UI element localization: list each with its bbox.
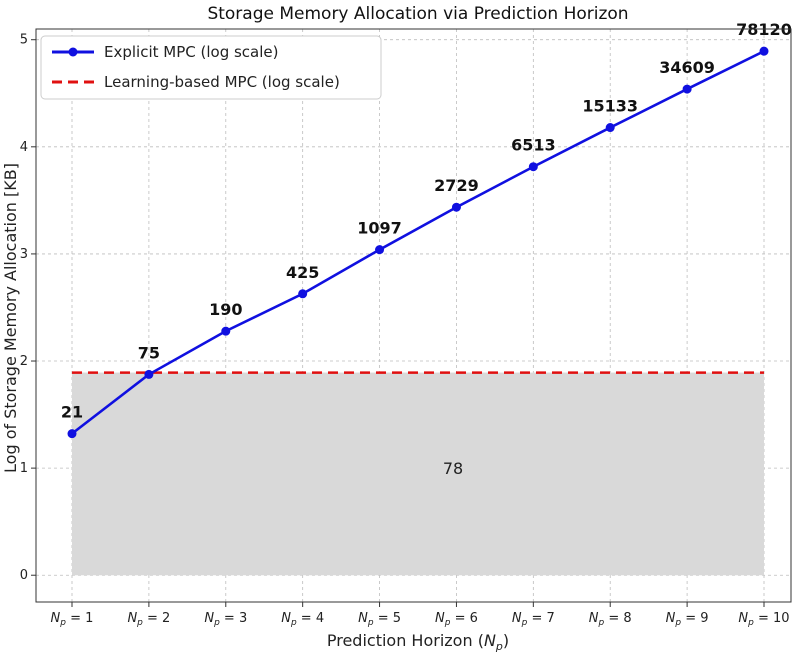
x-tick-label: Np = 2 xyxy=(127,611,170,628)
explicit-mpc-data-label: 75 xyxy=(138,343,160,362)
explicit-mpc-data-label: 1097 xyxy=(357,219,402,238)
learning-based-region-label: 78 xyxy=(443,459,463,478)
x-tick-label: Np = 8 xyxy=(589,611,632,628)
explicit-mpc-data-label: 34609 xyxy=(659,58,715,77)
x-tick-label: Np = 1 xyxy=(51,611,94,628)
explicit-mpc-point xyxy=(375,245,385,255)
explicit-mpc-point xyxy=(144,369,154,379)
legend-explicit-marker xyxy=(68,47,78,57)
explicit-mpc-data-label: 78120 xyxy=(736,20,792,39)
explicit-mpc-data-label: 2729 xyxy=(434,176,479,195)
x-tick-label: Np = 10 xyxy=(738,611,789,628)
explicit-mpc-line xyxy=(71,50,765,435)
explicit-mpc-point xyxy=(298,289,308,299)
explicit-mpc-point xyxy=(221,326,231,336)
legend-learning-label: Learning-based MPC (log scale) xyxy=(104,73,340,91)
y-tick-label: 4 xyxy=(20,140,28,155)
x-tick-label: Np = 5 xyxy=(358,611,401,628)
explicit-mpc-point xyxy=(67,429,77,439)
x-tick-label: Np = 7 xyxy=(512,611,555,628)
y-tick-label: 5 xyxy=(20,33,28,48)
explicit-mpc-data-label: 21 xyxy=(61,403,83,422)
explicit-mpc-point xyxy=(528,162,538,172)
explicit-mpc-point xyxy=(759,46,769,56)
legend: Explicit MPC (log scale) Learning-based … xyxy=(40,35,382,100)
explicit-mpc-data-label: 190 xyxy=(209,300,242,319)
x-tick-label: Np = 9 xyxy=(666,611,709,628)
x-tick-label: Np = 4 xyxy=(281,611,324,628)
explicit-mpc-data-labels: 21 75 190 425 1097 2729 6513 15133 34609 78120 xyxy=(61,20,792,421)
explicit-mpc-point xyxy=(605,123,615,133)
y-tick-label: 3 xyxy=(20,247,28,262)
explicit-mpc-point xyxy=(682,84,692,94)
plot-area xyxy=(35,28,792,603)
y-axis-ticks: 0 1 2 3 4 5 xyxy=(20,33,36,583)
y-tick-label: 0 xyxy=(20,568,28,583)
legend-box xyxy=(40,35,382,100)
y-tick-label: 1 xyxy=(20,461,28,476)
explicit-mpc-points xyxy=(67,46,769,439)
y-tick-label: 2 xyxy=(20,354,28,369)
chart-title: Storage Memory Allocation via Prediction… xyxy=(207,4,628,24)
explicit-mpc-data-label: 6513 xyxy=(511,136,556,155)
x-tick-label: Np = 6 xyxy=(435,611,478,628)
learning-based-region xyxy=(72,372,764,576)
x-axis-title: Prediction Horizon (Np) xyxy=(327,631,509,653)
explicit-mpc-data-label: 15133 xyxy=(582,97,638,116)
explicit-mpc-point xyxy=(451,202,461,212)
explicit-mpc-data-label: 425 xyxy=(286,263,319,282)
x-axis-ticks: Np = 1 Np = 2 Np = 3 Np = 4 Np = 5 Np = 6 Np =… xyxy=(51,602,790,628)
x-tick-label: Np = 3 xyxy=(204,611,247,628)
legend-explicit-label: Explicit MPC (log scale) xyxy=(104,43,279,61)
y-axis-title: Log of Storage Memory Allocation [KB] xyxy=(1,163,20,473)
